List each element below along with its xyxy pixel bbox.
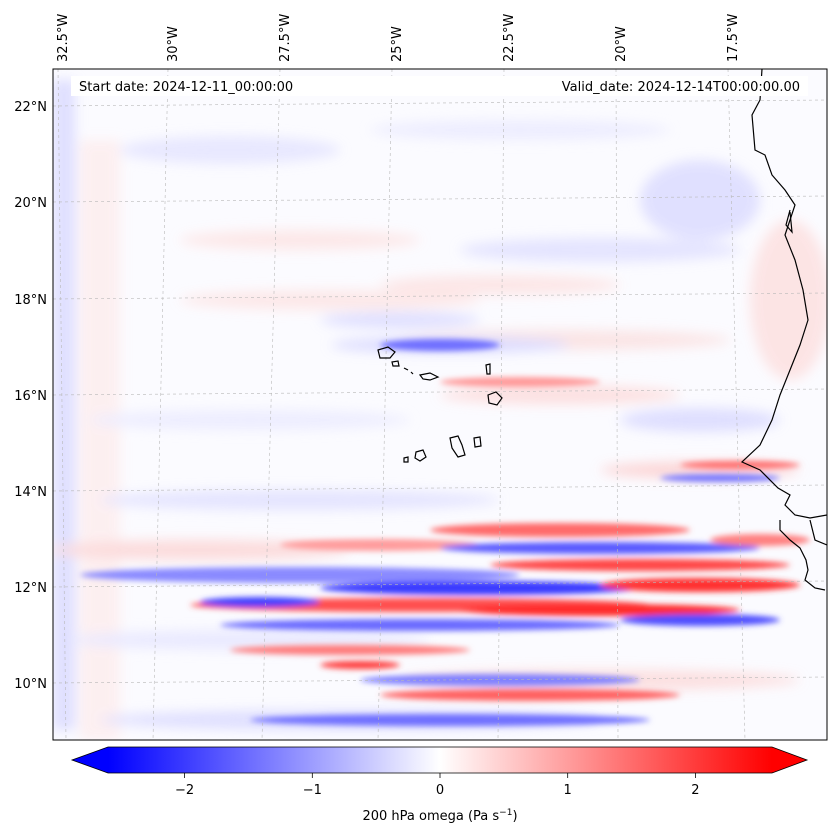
start-date-label: Start date: 2024-12-11_00:00:00: [79, 80, 293, 95]
lon-label: 25°W: [390, 26, 405, 62]
lat-label: 12°N: [14, 581, 47, 596]
valid-date-label: Valid_date: 2024-12-14T00:00:00.00: [562, 80, 800, 95]
longitude-labels: 32.5°W 30°W 27.5°W 25°W 22.5°W 20°W 17.5…: [56, 14, 741, 62]
lat-label: 22°N: [14, 100, 47, 115]
map-panel: Start date: 2024-12-11_00:00:00 Valid_da…: [52, 68, 828, 741]
lat-label: 16°N: [14, 389, 47, 404]
colorbar-tick-label: 2: [691, 783, 699, 798]
colorbar-tick-label: 0: [436, 783, 444, 798]
map-border: [52, 68, 828, 741]
colorbar-max-extend: [772, 747, 807, 773]
colorbar: −2 −1 0 1 2 200 hPa omega (Pa s−1): [70, 746, 809, 824]
lat-label: 10°N: [14, 677, 47, 692]
colorbar-outline: [70, 746, 809, 774]
colorbar-min-extend: [72, 747, 108, 773]
colorbar-label: 200 hPa omega (Pa s−1): [362, 808, 517, 824]
colorbar-gradient: [108, 747, 772, 773]
lon-label: 22.5°W: [502, 14, 517, 62]
lat-label: 20°N: [14, 196, 47, 211]
lon-label: 32.5°W: [56, 14, 71, 62]
lon-label: 30°W: [166, 26, 181, 62]
colorbar-ticks: −2 −1 0 1 2: [175, 773, 700, 798]
coastline: [740, 69, 827, 591]
info-banner: [71, 76, 808, 96]
omega-field: [53, 69, 827, 740]
lon-label: 20°W: [614, 26, 629, 62]
latitude-labels: 22°N 20°N 18°N 16°N 14°N 12°N 10°N: [14, 100, 47, 692]
colorbar-tick-label: 1: [564, 783, 572, 798]
lon-label: 27.5°W: [278, 14, 293, 62]
lat-label: 18°N: [14, 293, 47, 308]
lat-label: 14°N: [14, 485, 47, 500]
lon-label: 17.5°W: [726, 14, 741, 62]
cape-verde-islands: [377, 346, 503, 463]
colorbar-tick-label: −1: [303, 783, 322, 798]
colorbar-tick-label: −2: [175, 783, 194, 798]
graticule: [53, 69, 827, 740]
